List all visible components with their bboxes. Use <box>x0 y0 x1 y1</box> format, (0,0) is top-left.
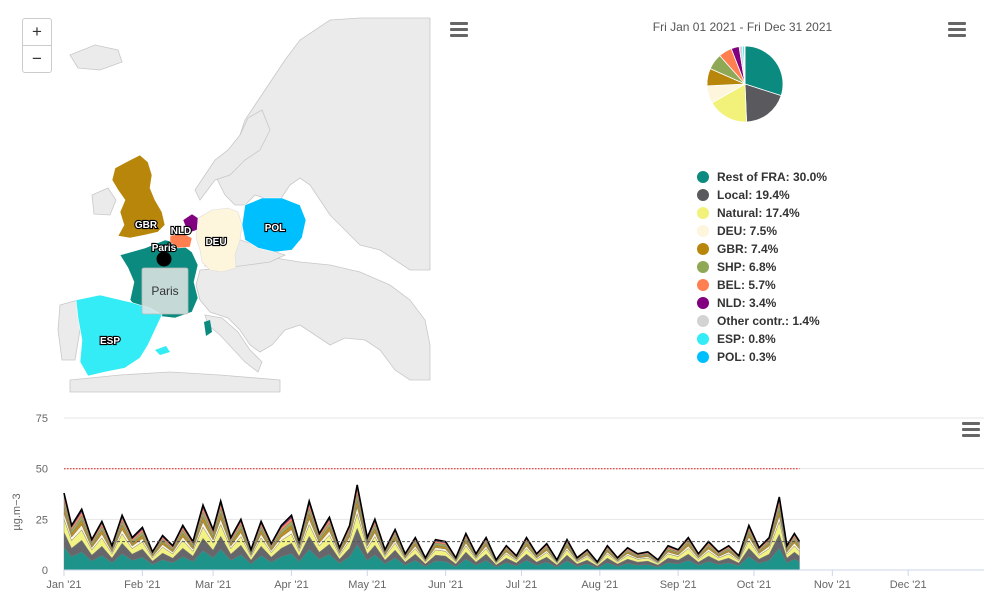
x-tick-label: Dec '21 <box>890 579 927 591</box>
legend-item-bel[interactable]: BEL: 5.7% <box>697 276 827 294</box>
map-region-nld[interactable]: NLD <box>170 213 199 238</box>
gbr-shape <box>111 154 166 239</box>
legend-marker <box>697 333 709 345</box>
map-zoom-control: + − <box>22 18 52 73</box>
legend-item-other-contr[interactable]: Other contr.: 1.4% <box>697 312 827 330</box>
legend-item-rest-of-fra[interactable]: Rest of FRA: 30.0% <box>697 168 827 186</box>
map-region-bel[interactable] <box>169 232 193 249</box>
legend-marker <box>697 261 709 273</box>
map-region-pol[interactable]: POL <box>241 197 307 253</box>
pie-chart-title: Fri Jan 01 2021 - Fri Dec 31 2021 <box>652 20 833 34</box>
deu-shape <box>195 207 243 273</box>
legend-marker <box>697 225 709 237</box>
legend-marker <box>697 243 709 255</box>
x-tick-label: May '21 <box>348 579 386 591</box>
y-tick-label: 50 <box>36 464 48 476</box>
map-background-countries <box>57 17 431 393</box>
pie-slice-natural[interactable] <box>711 83 747 123</box>
tooltip-text: Paris <box>151 284 178 298</box>
legend-marker <box>697 297 709 309</box>
x-tick-label: Jul '21 <box>506 579 537 591</box>
map-menu-icon[interactable] <box>450 22 468 37</box>
legend-label: DEU: 7.5% <box>717 224 778 238</box>
deu-label: DEU <box>205 237 226 248</box>
legend-label: Rest of FRA: 30.0% <box>717 170 828 184</box>
total-line[interactable] <box>63 484 801 564</box>
x-tick-label: Apr '21 <box>274 579 309 591</box>
legend-marker <box>697 351 709 363</box>
pie-legend: Rest of FRA: 30.0% Local: 19.4% Natural: 1… <box>697 168 827 366</box>
legend-marker <box>697 279 709 291</box>
europe-map[interactable]: GBR DEU POL NLD ESP Paris Paris <box>0 0 440 400</box>
nld-label: NLD <box>171 226 192 237</box>
concentration-timeseries-chart[interactable]: 0 25 50 75 µg.m−3 Jan '21 Feb '21 Mar '21 Apr '2… <box>0 405 1008 605</box>
tooltip-box <box>141 267 189 315</box>
map-tooltip: Paris <box>141 267 189 315</box>
pie-slice-pol[interactable] <box>743 45 746 85</box>
zoom-out-button[interactable]: − <box>23 45 51 72</box>
pol-label: POL <box>265 223 286 234</box>
pol-shape <box>241 197 307 253</box>
legend-label: SHP: 6.8% <box>717 260 777 274</box>
x-tick-label: Mar '21 <box>195 579 231 591</box>
bel-shape <box>169 232 193 249</box>
x-tick-label: Jan '21 <box>46 579 81 591</box>
x-tick-label: Aug '21 <box>581 579 618 591</box>
y-tick-label: 25 <box>36 514 48 526</box>
map-region-deu[interactable]: DEU <box>195 207 243 273</box>
paris-dot <box>156 251 172 267</box>
y-tick-label: 75 <box>36 413 48 425</box>
corsica-shape <box>204 320 212 336</box>
zoom-in-button[interactable]: + <box>32 22 42 41</box>
map-region-esp[interactable]: ESP <box>75 294 170 377</box>
legend-marker <box>697 207 709 219</box>
legend-item-esp[interactable]: ESP: 0.8% <box>697 330 827 348</box>
legend-label: Other contr.: 1.4% <box>717 314 820 328</box>
legend-label: BEL: 5.7% <box>717 278 776 292</box>
x-tick-label: Jun '21 <box>428 579 463 591</box>
x-tick-label: Oct '21 <box>737 579 772 591</box>
legend-item-gbr[interactable]: GBR: 7.4% <box>697 240 827 258</box>
y-tick-label: 0 <box>42 565 48 577</box>
balearic-shape <box>155 346 170 355</box>
legend-marker <box>697 315 709 327</box>
pie-slice-local[interactable] <box>744 83 782 123</box>
legend-item-pol[interactable]: POL: 0.3% <box>697 348 827 366</box>
legend-item-shp[interactable]: SHP: 6.8% <box>697 258 827 276</box>
esp-shape <box>75 294 163 377</box>
legend-label: NLD: 3.4% <box>717 296 777 310</box>
legend-item-deu[interactable]: DEU: 7.5% <box>697 222 827 240</box>
x-tick-label: Nov '21 <box>814 579 851 591</box>
contribution-pie-chart[interactable] <box>700 42 790 126</box>
legend-item-nld[interactable]: NLD: 3.4% <box>697 294 827 312</box>
nld-shape <box>182 213 199 234</box>
esp-label: ESP <box>100 336 120 347</box>
legend-label: GBR: 7.4% <box>717 242 779 256</box>
legend-label: Local: 19.4% <box>717 188 790 202</box>
gbr-label: GBR <box>135 220 158 231</box>
legend-item-natural[interactable]: Natural: 17.4% <box>697 204 827 222</box>
legend-label: Natural: 17.4% <box>717 206 800 220</box>
y-axis-title: µg.m−3 <box>11 493 23 530</box>
legend-label: POL: 0.3% <box>717 350 777 364</box>
legend-marker <box>697 189 709 201</box>
paris-label: Paris <box>152 243 177 254</box>
x-tick-label: Feb '21 <box>124 579 160 591</box>
city-marker-paris[interactable]: Paris <box>151 242 178 267</box>
pie-menu-icon[interactable] <box>948 22 966 37</box>
legend-label: ESP: 0.8% <box>717 332 776 346</box>
x-tick-label: Sep '21 <box>660 579 697 591</box>
map-region-gbr[interactable]: GBR <box>111 154 166 239</box>
pie-slice-rest-of-fra[interactable] <box>744 45 784 97</box>
legend-marker <box>697 171 709 183</box>
legend-item-local[interactable]: Local: 19.4% <box>697 186 827 204</box>
timeseries-menu-icon[interactable] <box>962 422 980 437</box>
